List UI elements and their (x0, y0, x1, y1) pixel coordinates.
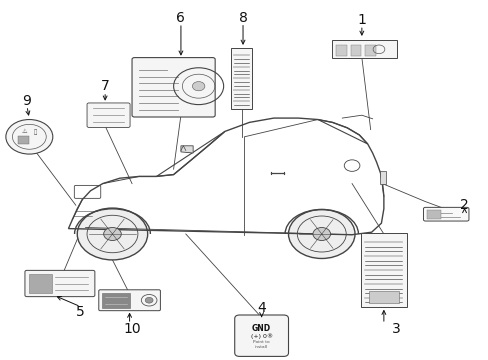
Circle shape (103, 228, 121, 240)
FancyBboxPatch shape (18, 136, 29, 144)
Text: 6: 6 (176, 11, 185, 25)
FancyBboxPatch shape (87, 103, 130, 127)
Circle shape (77, 208, 147, 260)
Text: (+) 0®: (+) 0® (250, 334, 272, 339)
FancyBboxPatch shape (427, 210, 440, 219)
Circle shape (312, 228, 330, 240)
FancyBboxPatch shape (350, 45, 361, 56)
FancyBboxPatch shape (368, 291, 398, 303)
FancyBboxPatch shape (360, 233, 406, 307)
FancyBboxPatch shape (231, 48, 251, 109)
Text: Point to
install: Point to install (253, 340, 269, 349)
FancyBboxPatch shape (331, 40, 396, 58)
Text: 5: 5 (76, 305, 85, 319)
Polygon shape (181, 146, 193, 153)
FancyBboxPatch shape (25, 270, 95, 297)
FancyBboxPatch shape (132, 58, 215, 117)
Text: 8: 8 (238, 11, 247, 25)
Circle shape (6, 120, 53, 154)
FancyBboxPatch shape (29, 274, 52, 293)
FancyBboxPatch shape (379, 171, 385, 184)
Circle shape (192, 82, 204, 91)
Text: 3: 3 (391, 323, 400, 336)
Text: GND: GND (251, 324, 271, 333)
Text: 1: 1 (357, 13, 366, 27)
Circle shape (145, 297, 153, 303)
Text: 4: 4 (257, 301, 265, 315)
FancyBboxPatch shape (234, 315, 288, 356)
FancyBboxPatch shape (423, 207, 468, 221)
Text: 9: 9 (22, 94, 31, 108)
Text: 2: 2 (459, 198, 468, 212)
Text: ⓢ: ⓢ (34, 129, 37, 135)
FancyBboxPatch shape (335, 45, 346, 56)
Text: 10: 10 (123, 323, 141, 336)
FancyBboxPatch shape (365, 45, 375, 56)
Text: 7: 7 (101, 80, 109, 93)
FancyBboxPatch shape (99, 290, 160, 311)
Text: ⚠: ⚠ (21, 129, 27, 134)
FancyBboxPatch shape (102, 293, 130, 308)
Circle shape (288, 210, 354, 258)
